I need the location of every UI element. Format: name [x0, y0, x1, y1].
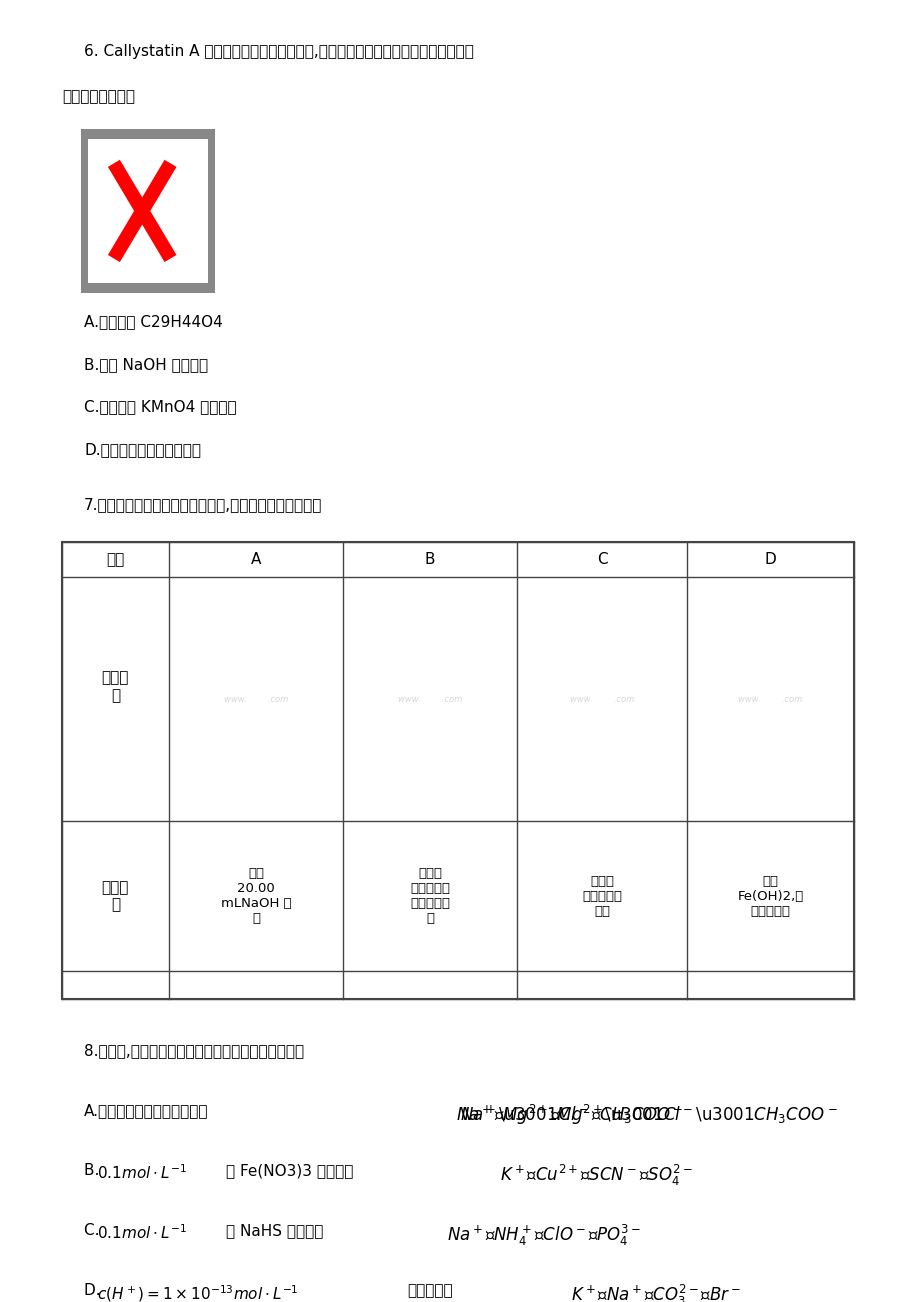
Text: $Na^+$、$NH_4^+$、$ClO^-$、$PO_4^{3-}$: $Na^+$、$NH_4^+$、$ClO^-$、$PO_4^{3-}$	[447, 1223, 640, 1249]
Text: C.能使酸性 KMnO4 溶液褂色: C.能使酸性 KMnO4 溶液褂色	[84, 400, 236, 414]
Text: $Na^+$\u3001$Mg^{2+}$\u3001$Cl^-$\u3001$CH_3COO^-$: $Na^+$\u3001$Mg^{2+}$\u3001$Cl^-$\u3001$…	[460, 1103, 836, 1128]
Text: 实验装
置: 实验装 置	[102, 671, 129, 703]
Text: 验证电
解饱和食盐
水溶液的产
物: 验证电 解饱和食盐 水溶液的产 物	[410, 867, 449, 926]
Text: www.        .com: www. .com	[570, 695, 634, 703]
Text: A.分子式为 C29H44O4: A.分子式为 C29H44O4	[84, 314, 222, 329]
Text: 中和反
应反应热的
测定: 中和反 应反应热的 测定	[582, 875, 621, 918]
Text: B.能与 NaOH 溶液反应: B.能与 NaOH 溶液反应	[84, 357, 208, 372]
Text: $0.1mol\cdot L^{-1}$: $0.1mol\cdot L^{-1}$	[97, 1163, 187, 1182]
Text: D: D	[764, 552, 776, 568]
Text: C: C	[596, 552, 607, 568]
Text: A: A	[250, 552, 261, 568]
Text: 实验目
的: 实验目 的	[102, 880, 129, 913]
Text: $Na^+$、$Mg^{2+}$、$Cl^-$、$CH_3COO^-$: $Na^+$、$Mg^{2+}$、$Cl^-$、$CH_3COO^-$	[455, 1103, 682, 1128]
Bar	[81, 129, 215, 293]
Bar	[88, 139, 208, 283]
Text: 7.用下列实验装置完成对应的实验,不能达到实验目的的是: 7.用下列实验装置完成对应的实验,不能达到实验目的的是	[84, 497, 322, 512]
Text: B: B	[425, 552, 435, 568]
Text: A.能使甲基橙变红的溶液中：: A.能使甲基橙变红的溶液中：	[84, 1103, 209, 1118]
Text: www.        .com: www. .com	[398, 695, 461, 703]
Text: www.        .com: www. .com	[738, 695, 801, 703]
Text: 6. Callystatin A 对癌细胞有很强的抑制作用,其结构简式如图所示。下列有关该化合: 6. Callystatin A 对癌细胞有很强的抑制作用,其结构简式如图所示。…	[84, 44, 473, 59]
Text: D.: D.	[84, 1284, 106, 1298]
Text: C.: C.	[84, 1223, 104, 1238]
Bar	[62, 542, 853, 999]
Text: $K^+$、$Na^+$、$CO_3^{2-}$、$Br^-$: $K^+$、$Na^+$、$CO_3^{2-}$、$Br^-$	[570, 1284, 740, 1302]
Text: 物的说法错误的是: 物的说法错误的是	[62, 89, 135, 104]
Text: 量取
20.00
mLNaOH 溶
液: 量取 20.00 mLNaOH 溶 液	[221, 867, 291, 926]
Text: 的 NaHS 溶液中：: 的 NaHS 溶液中：	[225, 1223, 323, 1238]
Text: 选项: 选项	[106, 552, 124, 568]
Text: 的溶液中：: 的溶液中：	[406, 1284, 452, 1298]
Text: D.分子中只含有三种官能团: D.分子中只含有三种官能团	[84, 441, 201, 457]
Text: 的 Fe(NO3)3 溶液中：: 的 Fe(NO3)3 溶液中：	[225, 1163, 353, 1178]
Text: $c\left(H^+\right)=1\times10^{-13}mol\cdot L^{-1}$: $c\left(H^+\right)=1\times10^{-13}mol\cd…	[97, 1284, 299, 1302]
Text: B.: B.	[84, 1163, 104, 1178]
Text: www.        .com: www. .com	[223, 695, 288, 703]
Text: $0.1mol\cdot L^{-1}$: $0.1mol\cdot L^{-1}$	[97, 1223, 187, 1242]
Text: 制备
Fe(OH)2,并
观察其颜色: 制备 Fe(OH)2,并 观察其颜色	[736, 875, 802, 918]
Text: 8.常温下,下列各组离子在指定溶液中能大量共存的是: 8.常温下,下列各组离子在指定溶液中能大量共存的是	[84, 1043, 304, 1057]
Text: $K^+$、$Cu^{2+}$、$SCN^-$、$SO_4^{2-}$: $K^+$、$Cu^{2+}$、$SCN^-$、$SO_4^{2-}$	[499, 1163, 692, 1187]
